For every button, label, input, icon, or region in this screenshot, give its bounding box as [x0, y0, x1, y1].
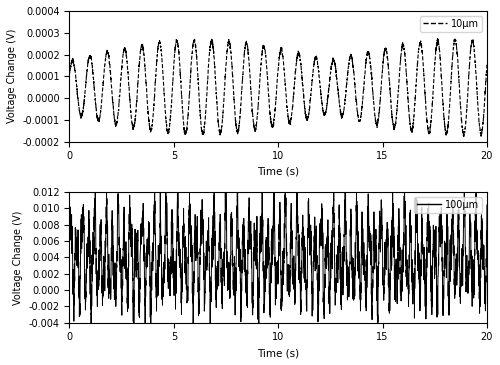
Y-axis label: Voltage Change (V): Voltage Change (V) — [7, 29, 17, 123]
Y-axis label: Voltage Change (V): Voltage Change (V) — [13, 210, 23, 305]
X-axis label: Time (s): Time (s) — [257, 167, 299, 177]
Legend: 100μm: 100μm — [414, 197, 482, 213]
Legend: 10μm: 10μm — [420, 16, 482, 32]
X-axis label: Time (s): Time (s) — [257, 348, 299, 358]
